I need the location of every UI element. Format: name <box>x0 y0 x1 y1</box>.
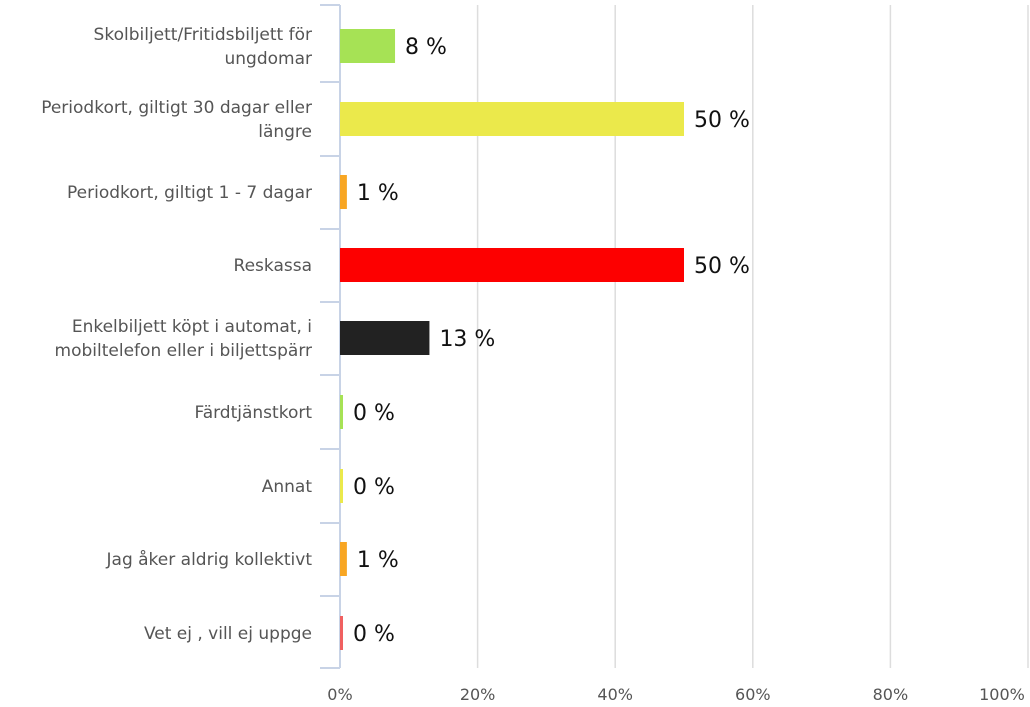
x-tick-label: 100% <box>979 685 1025 704</box>
category-label-line: Skolbiljett/Fritidsbiljett för <box>94 25 312 45</box>
category-label-line: längre <box>258 122 312 142</box>
data-label: 0 % <box>353 622 395 647</box>
category-label-line: Periodkort, giltigt 1 - 7 dagar <box>67 183 312 203</box>
value-labels: 8 % 50 % 1 % 50 % 13 % 0 % 0 % 1 % 0 % <box>353 35 750 647</box>
bar <box>340 102 684 136</box>
x-axis-tick-labels: 0% 20% 40% 60% 80% 100% <box>327 685 1025 704</box>
category-label-line: Annat <box>262 477 313 497</box>
bars <box>340 29 684 650</box>
category-label-line: Enkelbiljett köpt i automat, i <box>72 317 312 337</box>
bar <box>340 175 347 209</box>
data-label: 13 % <box>439 327 495 352</box>
bar <box>340 29 396 63</box>
data-label: 0 % <box>353 475 395 500</box>
category-label: Periodkort, giltigt 30 dagar eller längre <box>41 98 312 142</box>
bar <box>340 395 343 429</box>
x-tick-label: 20% <box>460 685 496 704</box>
y-axis <box>320 4 341 669</box>
category-label-line: ungdomar <box>225 49 313 69</box>
category-label: Periodkort, giltigt 1 - 7 dagar <box>67 183 312 203</box>
category-label-line: Jag åker aldrig kollektivt <box>106 549 313 570</box>
category-label-line: Färdtjänstkort <box>194 403 312 423</box>
bar <box>340 321 430 355</box>
category-label-line: Reskassa <box>234 256 312 276</box>
x-tick-label: 60% <box>735 685 771 704</box>
data-label: 50 % <box>694 254 750 279</box>
bar <box>340 542 347 576</box>
data-label: 50 % <box>694 108 750 133</box>
data-label: 0 % <box>353 401 395 426</box>
category-label: Skolbiljett/Fritidsbiljett för ungdomar <box>94 25 312 69</box>
bar <box>340 616 343 650</box>
category-labels: Skolbiljett/Fritidsbiljett för ungdomar Pe… <box>41 25 312 644</box>
category-label: Vet ej , vill ej uppge <box>144 624 312 644</box>
category-label: Jag åker aldrig kollektivt <box>106 549 313 570</box>
category-label: Färdtjänstkort <box>194 403 312 423</box>
data-label: 1 % <box>357 548 399 573</box>
x-tick-label: 40% <box>597 685 633 704</box>
category-label-line: Periodkort, giltigt 30 dagar eller <box>41 98 312 118</box>
data-label: 1 % <box>357 181 399 206</box>
category-label: Annat <box>262 477 313 497</box>
category-label-line: Vet ej , vill ej uppge <box>144 624 312 644</box>
category-label: Reskassa <box>234 256 312 276</box>
category-label-line: mobiltelefon eller i biljettspärr <box>55 341 312 361</box>
bar <box>340 469 343 503</box>
x-tick-label: 0% <box>327 685 352 704</box>
x-tick-label: 80% <box>873 685 909 704</box>
category-label: Enkelbiljett köpt i automat, i mobiltelef… <box>55 317 312 361</box>
bar <box>340 248 684 282</box>
data-label: 8 % <box>405 35 447 60</box>
